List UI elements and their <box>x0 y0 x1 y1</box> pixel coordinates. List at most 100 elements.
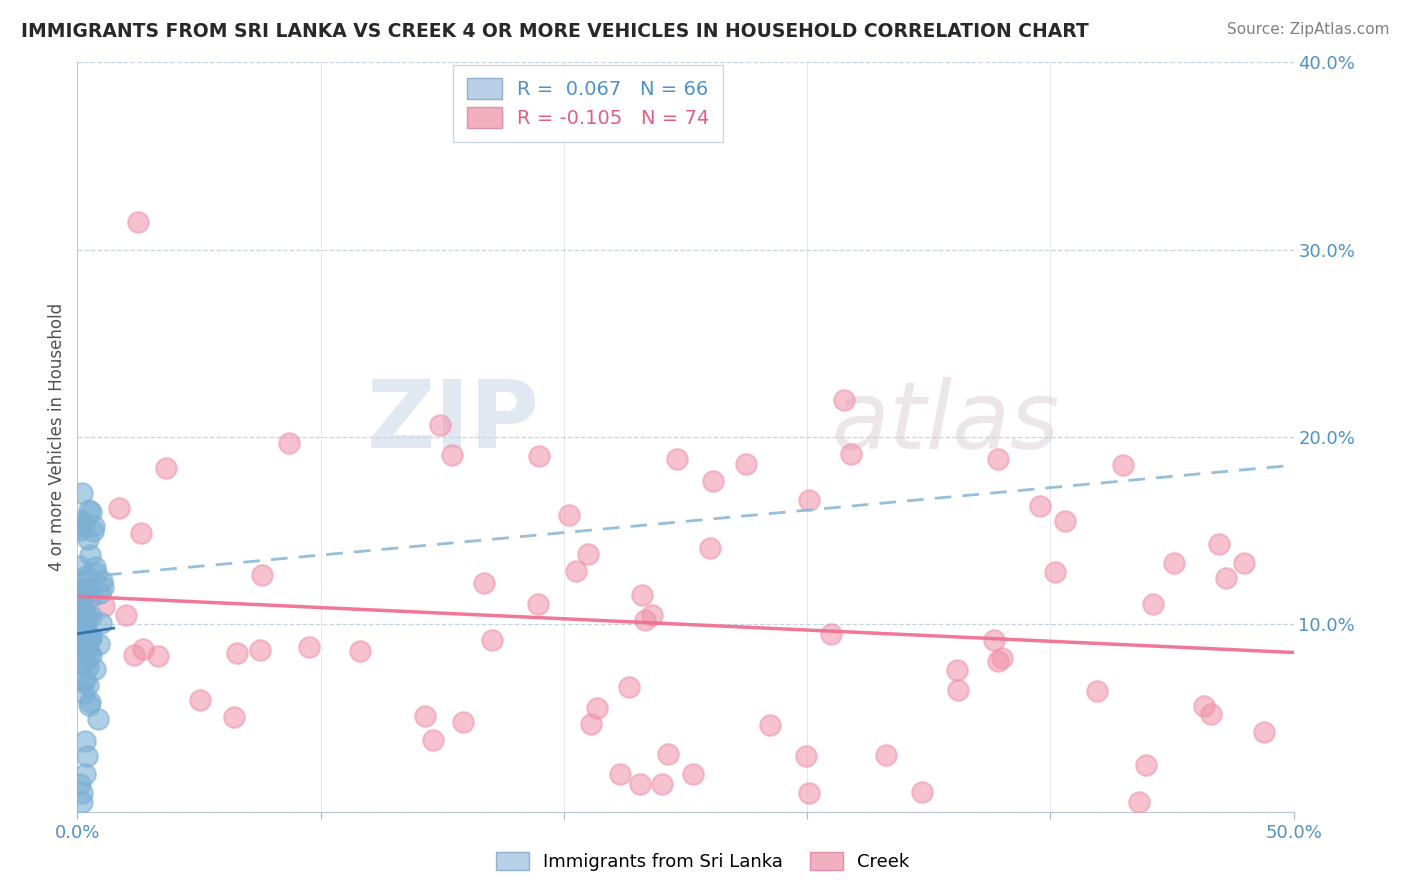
Point <box>83 662 105 676</box>
Point <box>70 519 93 533</box>
Point <box>82 524 104 538</box>
Point <box>799 492 821 507</box>
Point <box>76 636 98 650</box>
Point <box>79 695 101 709</box>
Point <box>75 734 97 748</box>
Y-axis label: 4 or more Vehicles in Household: 4 or more Vehicles in Household <box>48 303 66 571</box>
Point <box>77 698 100 713</box>
Point <box>634 613 657 627</box>
Point <box>1128 796 1150 810</box>
Point <box>987 654 1010 668</box>
Point <box>73 621 96 635</box>
Point <box>69 640 91 654</box>
Point <box>529 449 551 463</box>
Point <box>129 525 152 540</box>
Point <box>67 591 90 606</box>
Point <box>93 580 115 594</box>
Point <box>87 637 110 651</box>
Point <box>609 767 631 781</box>
Point <box>76 582 98 596</box>
Point <box>76 748 98 763</box>
Point <box>1085 684 1108 698</box>
Point <box>69 636 91 650</box>
Point <box>70 796 93 810</box>
Point <box>1163 556 1185 570</box>
Point <box>911 785 934 799</box>
Point <box>651 776 673 791</box>
Point <box>80 505 103 519</box>
Point <box>75 607 97 621</box>
Point <box>93 599 115 614</box>
Point <box>77 533 100 547</box>
Point <box>73 767 96 781</box>
Point <box>249 643 271 657</box>
Point <box>72 606 94 620</box>
Point <box>127 214 149 228</box>
Point <box>80 608 103 623</box>
Point <box>115 608 138 623</box>
Text: atlas: atlas <box>831 376 1060 467</box>
Point <box>73 517 96 532</box>
Point <box>83 560 105 574</box>
Point <box>69 523 91 537</box>
Point <box>70 514 93 528</box>
Point <box>90 574 112 588</box>
Point <box>759 718 782 732</box>
Point <box>80 632 103 646</box>
Point <box>90 615 112 630</box>
Point <box>69 598 91 612</box>
Point <box>70 786 93 800</box>
Point <box>73 623 96 637</box>
Point <box>617 680 640 694</box>
Point <box>349 644 371 658</box>
Point <box>73 585 96 599</box>
Point <box>472 575 495 590</box>
Point <box>641 607 664 622</box>
Point <box>794 748 817 763</box>
Point <box>122 648 145 662</box>
Point <box>155 461 177 475</box>
Point <box>983 632 1005 647</box>
Point <box>1135 758 1157 772</box>
Point <box>67 575 90 590</box>
Point <box>67 573 90 587</box>
Point <box>946 683 969 698</box>
Point <box>76 637 98 651</box>
Point <box>298 640 321 654</box>
Point <box>565 564 588 578</box>
Point <box>1208 537 1230 551</box>
Point <box>631 588 654 602</box>
Point <box>429 417 451 432</box>
Point <box>946 663 969 677</box>
Point <box>75 574 97 589</box>
Point <box>834 392 856 407</box>
Point <box>132 642 155 657</box>
Point <box>702 474 724 488</box>
Point <box>72 674 94 689</box>
Point <box>77 503 100 517</box>
Point <box>80 630 103 644</box>
Point <box>70 486 93 500</box>
Point <box>682 767 704 781</box>
Legend: Immigrants from Sri Lanka, Creek: Immigrants from Sri Lanka, Creek <box>489 845 917 879</box>
Point <box>188 692 211 706</box>
Point <box>107 500 129 515</box>
Text: Source: ZipAtlas.com: Source: ZipAtlas.com <box>1226 22 1389 37</box>
Point <box>75 623 97 637</box>
Point <box>226 646 249 660</box>
Point <box>77 646 100 660</box>
Point <box>70 648 93 662</box>
Point <box>83 519 105 533</box>
Point <box>73 686 96 700</box>
Point <box>69 776 91 791</box>
Point <box>80 590 103 604</box>
Text: IMMIGRANTS FROM SRI LANKA VS CREEK 4 OR MORE VEHICLES IN HOUSEHOLD CORRELATION C: IMMIGRANTS FROM SRI LANKA VS CREEK 4 OR … <box>21 22 1088 41</box>
Point <box>422 732 444 747</box>
Point <box>72 596 94 610</box>
Point <box>1199 707 1222 722</box>
Point <box>481 632 503 647</box>
Point <box>657 747 679 762</box>
Point <box>797 786 820 800</box>
Point <box>1043 565 1066 579</box>
Text: ZIP: ZIP <box>367 376 540 468</box>
